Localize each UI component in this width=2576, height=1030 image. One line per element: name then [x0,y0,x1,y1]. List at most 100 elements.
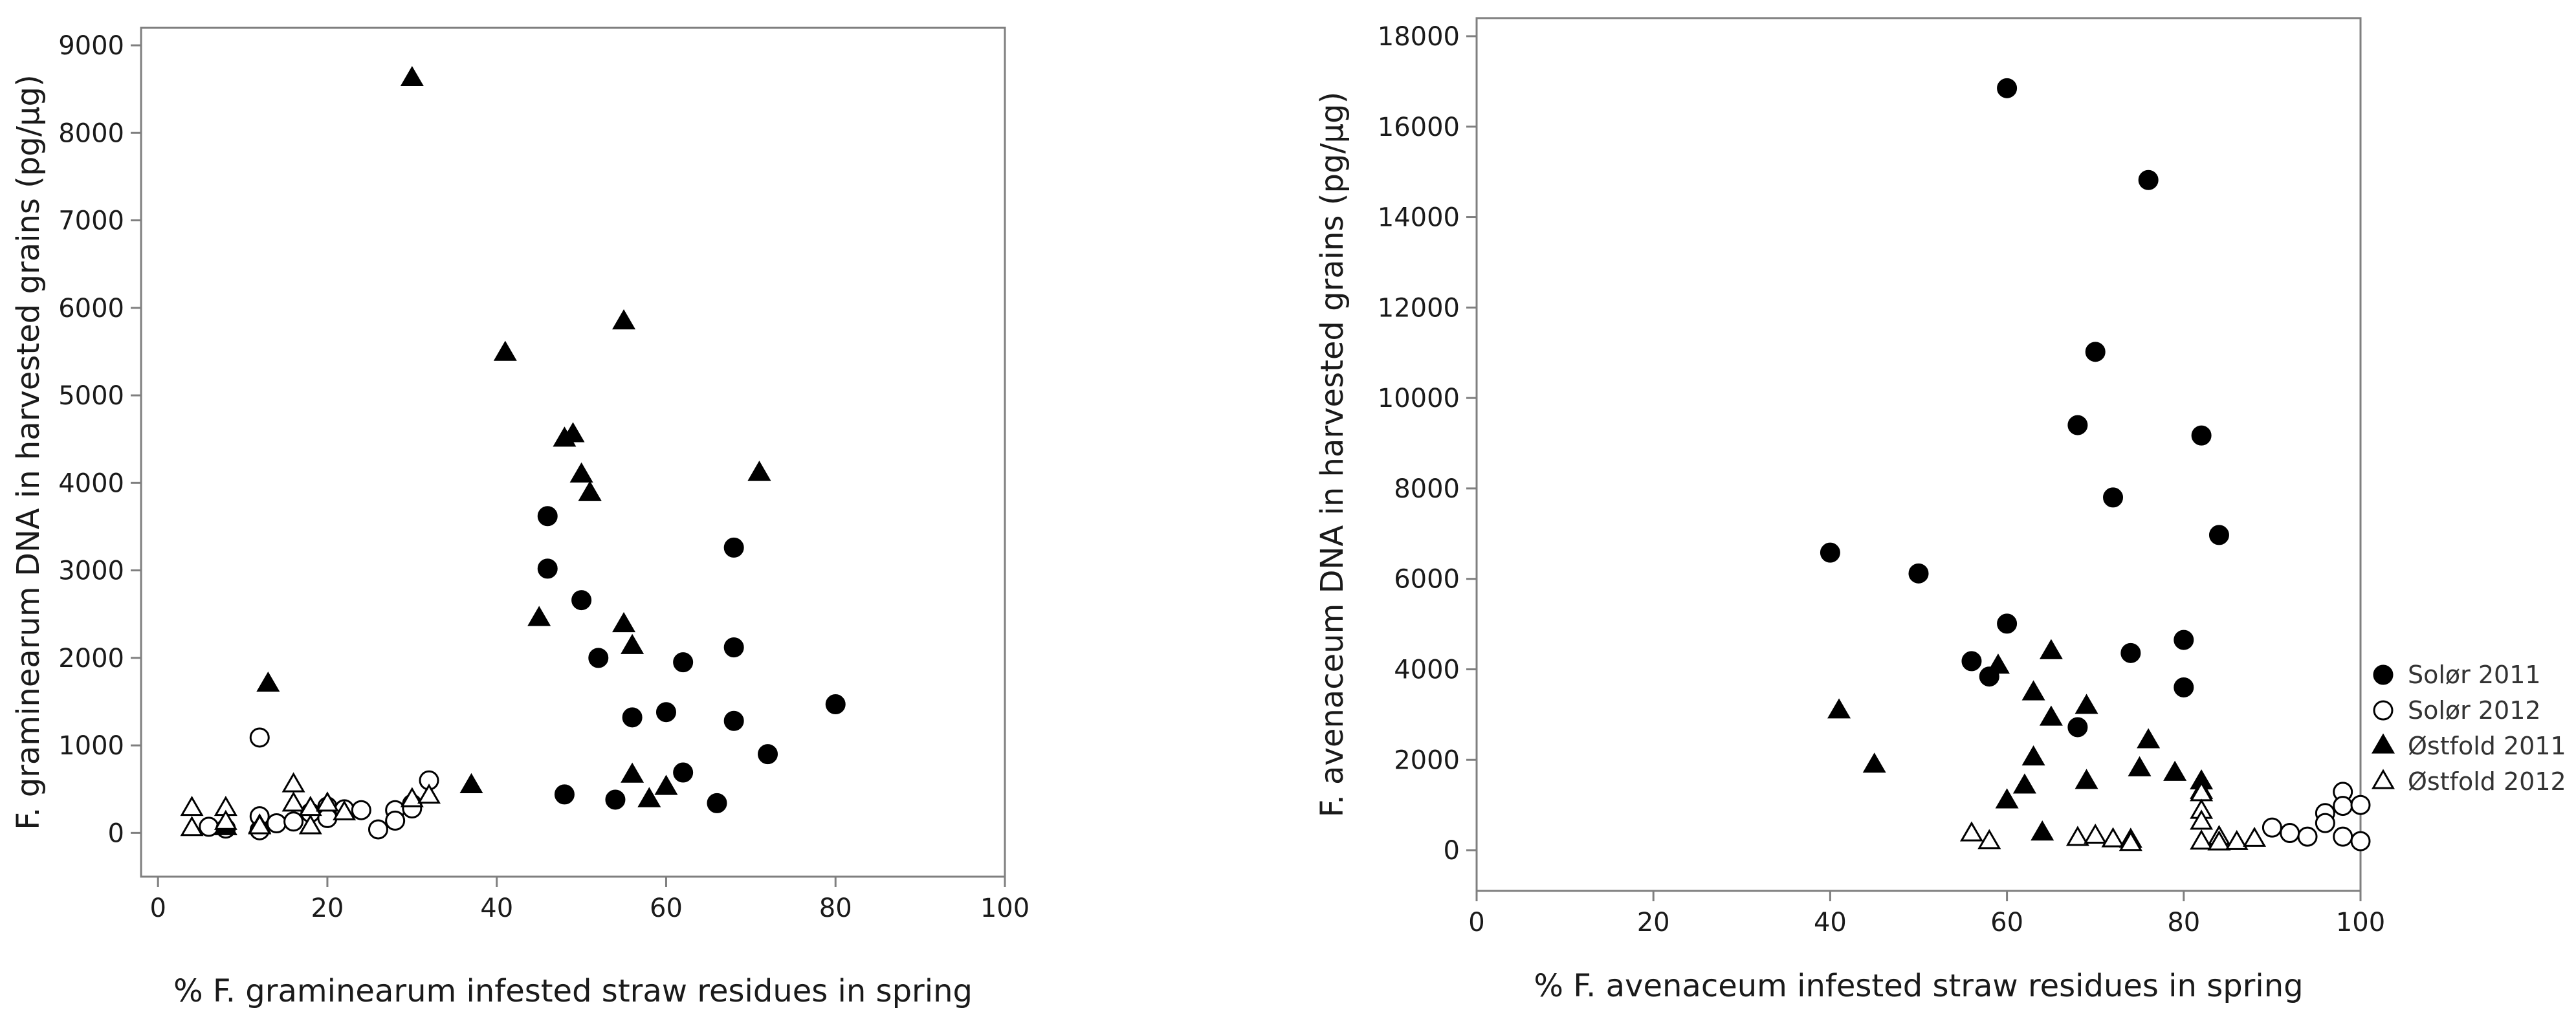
x-tick-label: 100 [2336,908,2385,937]
data-point [2084,823,2108,844]
data-point [2207,830,2231,851]
data-point [554,784,575,805]
data-point [637,787,661,807]
data-point [1997,78,2018,98]
data-point [654,774,678,795]
x-tick-label: 40 [1814,908,1847,937]
y-tick-label: 6000 [1394,565,1460,595]
data-point [180,796,204,816]
y-tick-label: 2000 [58,644,124,674]
y-tick-label: 2000 [1394,745,1460,775]
data-point [588,648,609,668]
data-point [400,787,424,807]
data-point [2163,760,2187,781]
data-point [2065,826,2089,846]
legend-item: Solør 2011 [2373,661,2541,689]
data-point [673,762,694,783]
data-point [655,702,676,723]
data-point [723,537,744,558]
legend: Solør 2011 Solør 2012 Østfold 2011 Østfold … [2371,661,2566,796]
data-point [214,809,237,830]
data-point [2333,796,2353,816]
legend-marker [2373,700,2394,721]
x-tick-label: 60 [1990,908,2023,937]
data-point [2067,717,2088,738]
data-point [2350,831,2371,851]
data-point [621,633,644,654]
data-point [622,707,643,728]
y-tick-label: 1000 [58,731,124,761]
plot-frame [140,27,1006,878]
y-tick-label: 14000 [1378,203,1460,233]
data-point [2190,809,2214,830]
y-tick-label: 10000 [1378,384,1460,413]
data-point [400,65,424,87]
series--stfold-2011 [1827,639,2214,841]
x-tick-label: 20 [311,893,344,923]
data-point [2067,415,2088,435]
x-tick-label: 0 [149,893,166,923]
data-point [368,819,388,840]
data-point [315,791,339,812]
data-point [266,813,287,833]
data-point [569,462,593,483]
legend-item: Solør 2012 [2373,696,2541,725]
y-tick-label: 5000 [58,381,124,411]
data-point [537,558,558,579]
legend-item: Østfold 2011 [2371,732,2566,760]
data-point [605,789,626,810]
series--stfold-2012 [1959,781,2267,851]
data-point [333,800,357,820]
data-point [707,793,727,813]
data-point [825,694,846,715]
y-tick-label: 8000 [58,118,124,148]
data-point [561,422,585,443]
data-point [2021,745,2045,766]
series--stfold-2012 [180,772,441,837]
x-axis-label: % F. avenaceum infested straw residues i… [1534,968,2303,1004]
data-point [1997,613,2018,634]
data-point [1986,653,2010,674]
data-point [571,590,592,611]
legend-label: Østfold 2012 [2408,767,2566,796]
data-point [723,710,744,731]
data-point [612,309,636,330]
y-tick-label: 4000 [1394,655,1460,685]
data-point [527,606,551,626]
data-point [385,810,406,831]
data-point [281,772,305,793]
series-sol-r-2011 [537,506,846,813]
data-point [537,506,558,527]
y-tick-label: 12000 [1378,293,1460,323]
y-tick-label: 4000 [58,468,124,498]
data-point [2012,773,2036,794]
series-sol-r-2012 [199,727,439,840]
data-point [2075,769,2098,789]
data-point [2101,827,2125,848]
data-point [317,807,338,828]
data-point [2297,826,2318,847]
data-point [2039,705,2063,726]
data-point [298,814,322,835]
data-point [199,816,219,837]
data-point [2138,170,2159,190]
data-point [2225,829,2249,850]
y-tick-label: 6000 [58,294,124,323]
data-point [248,814,272,835]
data-point [2128,756,2152,776]
y-axis-label: F. graminearum DNA in harvested grains (… [10,74,47,829]
y-tick-label: 7000 [58,206,124,236]
data-point [2039,639,2063,659]
data-point [2119,831,2142,851]
legend-item: Østfold 2012 [2371,767,2566,796]
data-point [1959,821,1983,842]
data-point [493,340,517,361]
x-axis-label: % F. graminearum infested straw residues… [173,973,973,1009]
data-point [723,637,744,658]
series-sol-r-2012 [2262,782,2371,851]
data-point [2262,817,2282,838]
data-point [2103,487,2124,508]
y-tick-label: 9000 [58,31,124,61]
data-point [1961,651,1982,672]
